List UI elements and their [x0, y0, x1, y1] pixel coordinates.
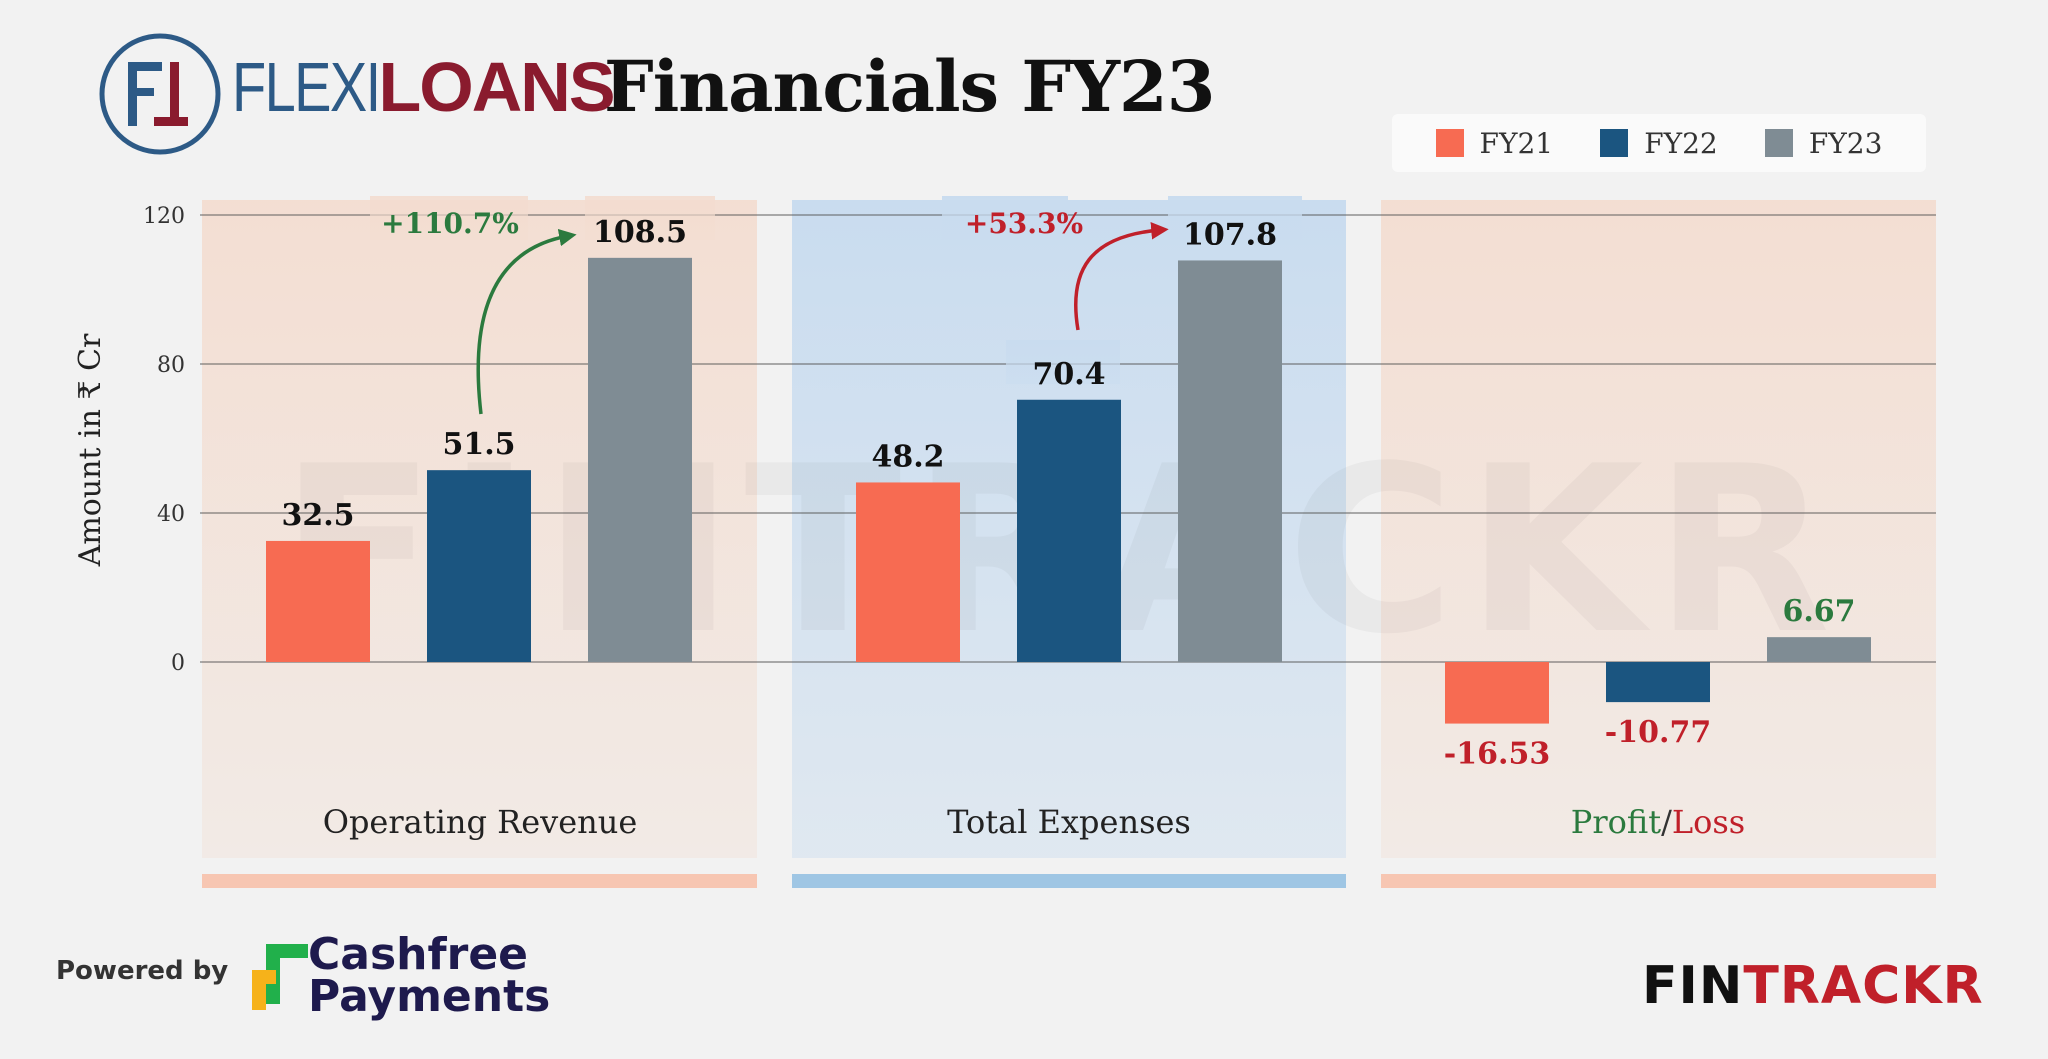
cashfree-line2: Payments — [308, 971, 551, 1022]
category-label: Operating Revenue — [323, 803, 638, 841]
cashfree-logo-icon — [252, 944, 308, 1010]
bar-fy21 — [1445, 662, 1549, 724]
y-tick-label: 120 — [143, 204, 185, 229]
data-label: 6.67 — [1782, 594, 1855, 629]
category-label-part: Loss — [1672, 803, 1745, 841]
category-label: Profit/Loss — [1571, 803, 1745, 841]
y-axis-label: Amount in ₹ Cr — [73, 333, 108, 567]
data-label: 70.4 — [1032, 357, 1105, 392]
y-tick-label: 0 — [171, 651, 185, 676]
data-label: 48.2 — [871, 439, 944, 474]
bar-fy21 — [856, 482, 960, 662]
growth-arrow — [476, 228, 577, 415]
flexiloans-wordmark: FLEXILOANS — [232, 48, 616, 126]
label-mask — [585, 196, 715, 240]
fintrackr-logo: FINTRACKR — [1642, 960, 1984, 1012]
legend-label: FY22 — [1644, 126, 1718, 160]
growth-label: +53.3% — [965, 207, 1083, 240]
brand-flexi: FLEXI — [232, 48, 381, 126]
legend-item-fy22: FY22 — [1600, 127, 1718, 160]
label-mask — [942, 196, 1068, 240]
data-label: 32.5 — [281, 498, 354, 533]
y-tick-label: 40 — [157, 502, 185, 527]
fintrackr-fin: FIN — [1642, 956, 1744, 1016]
y-tick-label: 80 — [157, 353, 185, 378]
growth-arrow — [1073, 222, 1169, 331]
flexiloans-logo-icon — [99, 33, 221, 155]
legend-item-fy23: FY23 — [1764, 126, 1883, 160]
bar-fy22 — [427, 470, 531, 662]
page-title: Financials FY23 — [604, 45, 1215, 128]
legend-swatch — [1764, 129, 1793, 157]
label-mask — [370, 196, 528, 240]
label-mask — [1168, 196, 1302, 240]
bar-fy23 — [588, 257, 692, 662]
panel-background — [1381, 200, 1936, 858]
bar-fy23 — [1178, 260, 1282, 662]
bar-fy23 — [1767, 637, 1871, 662]
bar-fy21 — [266, 540, 370, 662]
category-label-part: Profit — [1571, 803, 1661, 841]
cashfree-line1: Cashfree — [308, 929, 529, 980]
brand-loans: LOANS — [378, 48, 616, 126]
cashfree-wordmark: Cashfree Payments — [308, 929, 551, 1022]
bar-fy22 — [1606, 662, 1710, 703]
fintrackr-rest: TRACKR — [1743, 956, 1984, 1016]
label-mask — [1006, 340, 1120, 384]
legend-item-fy21: FY21 — [1435, 126, 1554, 160]
bar-fy22 — [1017, 399, 1121, 662]
data-label: 51.5 — [442, 427, 515, 462]
category-label-part: / — [1661, 803, 1672, 841]
data-label: 108.5 — [593, 215, 687, 250]
panel-stripe — [792, 874, 1346, 888]
panel-stripe — [1381, 874, 1936, 888]
chart-legend: FY21 FY22 FY23 — [1392, 114, 1926, 172]
category-label: Total Expenses — [947, 803, 1191, 841]
growth-label: +110.7% — [381, 207, 519, 240]
panel-stripe — [202, 874, 757, 888]
legend-label: FY21 — [1479, 126, 1554, 160]
data-label: -16.53 — [1444, 737, 1550, 772]
legend-swatch — [1600, 129, 1629, 157]
legend-swatch — [1435, 129, 1464, 157]
powered-by-label: Powered by — [56, 956, 229, 986]
data-label: -10.77 — [1605, 715, 1711, 750]
legend-label: FY23 — [1808, 126, 1883, 160]
data-label: 107.8 — [1183, 217, 1277, 252]
